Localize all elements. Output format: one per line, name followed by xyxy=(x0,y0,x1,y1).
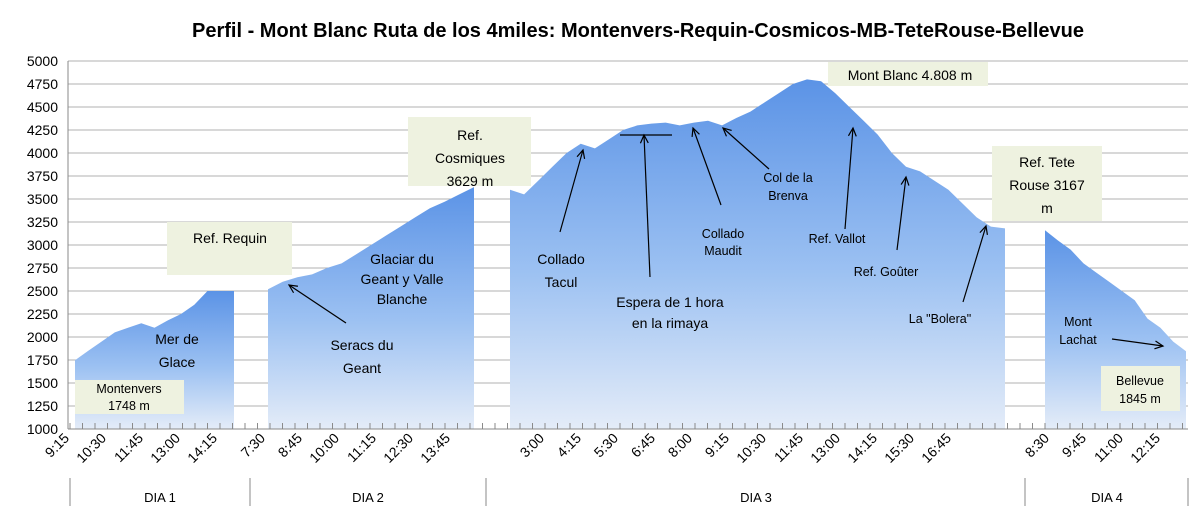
annotation-arrowhead xyxy=(576,148,586,159)
annotation-arrow xyxy=(896,176,907,251)
y-tick-label: 2750 xyxy=(27,260,58,276)
x-tick-label: 16:45 xyxy=(918,430,954,466)
annotation-arrow xyxy=(559,149,584,233)
annotation-arrow xyxy=(1111,338,1164,347)
y-tick-label: 2500 xyxy=(27,283,58,299)
day-label: DIA 1 xyxy=(144,490,176,505)
x-tick-label: 14:15 xyxy=(844,430,880,466)
annotation-arrow xyxy=(722,127,770,170)
x-tick-label: 12:30 xyxy=(380,430,416,466)
x-tick-label: 14:15 xyxy=(184,430,220,466)
annotation-label: Ref. Cosmiques 3629 m xyxy=(435,127,505,189)
annotation-label: Mont Blanc 4.808 m xyxy=(848,67,973,83)
x-tick-label: 9:45 xyxy=(1059,430,1090,461)
annotation-box xyxy=(992,146,1102,221)
annotation-label: Seracs du Geant xyxy=(330,337,393,376)
day-label: DIA 2 xyxy=(352,490,384,505)
x-tick-label: 7:30 xyxy=(238,430,269,461)
y-tick-label: 4750 xyxy=(27,76,58,92)
annotation-arrowhead xyxy=(847,126,857,137)
x-tick-label: 4:15 xyxy=(554,430,585,461)
annotation-arrow xyxy=(288,284,347,324)
annotation-box xyxy=(75,380,184,414)
y-tick-label: 4000 xyxy=(27,145,58,161)
y-tick-label: 2250 xyxy=(27,306,58,322)
annotation-arrowhead xyxy=(979,224,988,235)
area-segment-dia-2 xyxy=(268,187,474,429)
x-tick-label: 9:15 xyxy=(702,430,733,461)
y-tick-label: 3750 xyxy=(27,168,58,184)
annotation-box xyxy=(167,222,292,275)
annotation-box xyxy=(828,62,988,86)
annotation-arrowhead xyxy=(1154,340,1165,350)
annotation-arrow xyxy=(643,134,651,278)
annotation-label: Collado Tacul xyxy=(537,251,585,290)
x-tick-label: 13:00 xyxy=(807,430,843,466)
x-tick-label: 6:45 xyxy=(628,430,659,461)
annotation-arrowhead xyxy=(287,284,298,294)
annotation-label: Col de la Brenva xyxy=(763,171,812,203)
annotation-label: Espera de 1 hora en la rimaya xyxy=(616,294,724,331)
annotation-label: Ref. Goûter xyxy=(854,265,919,279)
y-tick-label: 4500 xyxy=(27,99,58,115)
y-tick-label: 1750 xyxy=(27,352,58,368)
area-segment-dia-3 xyxy=(510,79,1005,430)
x-tick-label: 15:30 xyxy=(881,430,917,466)
annotation-arrowhead xyxy=(900,175,910,186)
y-tick-label: 5000 xyxy=(27,53,58,69)
annotation-label: Montenvers 1748 m xyxy=(96,382,161,413)
x-tick-label: 10:30 xyxy=(733,430,769,466)
x-tick-label: 13:45 xyxy=(417,430,453,466)
x-tick-label: 11:45 xyxy=(771,430,807,466)
y-tick-label: 1000 xyxy=(27,421,58,437)
y-tick-label: 3250 xyxy=(27,214,58,230)
y-tick-label: 1250 xyxy=(27,398,58,414)
y-tick-label: 4250 xyxy=(27,122,58,138)
annotation-box xyxy=(1101,366,1180,411)
y-tick-label: 1500 xyxy=(27,375,58,391)
annotation-arrowhead xyxy=(639,133,649,144)
annotation-label: Ref. Tete Rouse 3167 m xyxy=(1009,154,1085,216)
annotation-label: Bellevue 1845 m xyxy=(1116,374,1164,406)
annotation-arrowhead xyxy=(691,126,700,138)
x-tick-label: 8:00 xyxy=(665,430,696,461)
x-tick-label: 10:00 xyxy=(306,430,342,466)
x-tick-label: 8:45 xyxy=(275,430,306,461)
x-tick-label: 10:30 xyxy=(73,430,109,466)
y-tick-label: 3000 xyxy=(27,237,58,253)
x-tick-label: 3:00 xyxy=(517,430,548,461)
chart-title: Perfil - Mont Blanc Ruta de los 4miles: … xyxy=(192,20,1084,42)
x-tick-label: 8:30 xyxy=(1022,430,1053,461)
x-tick-label: 13:00 xyxy=(147,430,183,466)
annotation-arrowhead xyxy=(721,127,732,137)
y-tick-label: 2000 xyxy=(27,329,58,345)
y-tick-label: 3500 xyxy=(27,191,58,207)
annotation-label: Ref. Vallot xyxy=(809,232,866,246)
x-tick-label: 11:00 xyxy=(1091,430,1127,466)
annotation-label: Mer de Glace xyxy=(155,331,199,370)
annotation-arrow xyxy=(962,225,987,303)
x-tick-label: 11:15 xyxy=(344,430,380,466)
day-label: DIA 3 xyxy=(740,490,772,505)
annotation-arrow xyxy=(692,127,722,206)
annotation-label: Glaciar du Geant y Valle Blanche xyxy=(360,251,443,307)
annotation-label: Mont Lachat xyxy=(1059,315,1097,347)
annotation-box xyxy=(408,117,531,186)
annotation-label: La "Bolera" xyxy=(909,312,971,326)
x-tick-label: 11:45 xyxy=(111,430,147,466)
day-label: DIA 4 xyxy=(1091,490,1123,505)
annotations: Montenvers 1748 m Mer de Glace Ref. Requin Se… xyxy=(75,62,1180,414)
annotation-label: Ref. Requin xyxy=(193,230,267,246)
annotation-arrow xyxy=(844,127,854,230)
annotation-label: Collado Maudit xyxy=(702,227,744,258)
x-tick-label: 12:15 xyxy=(1127,430,1163,466)
x-tick-label: 5:30 xyxy=(591,430,622,461)
